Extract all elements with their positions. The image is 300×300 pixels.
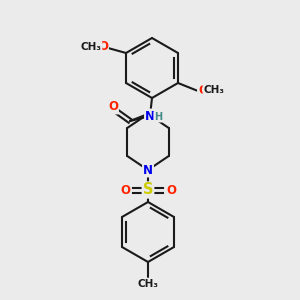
Text: N: N [143, 164, 153, 176]
Text: CH₃: CH₃ [80, 42, 101, 52]
Text: O: O [198, 83, 208, 97]
Text: O: O [98, 40, 108, 53]
Text: S: S [143, 182, 153, 197]
Text: O: O [108, 100, 118, 113]
Text: CH₃: CH₃ [203, 85, 224, 95]
Text: O: O [166, 184, 176, 196]
Text: CH₃: CH₃ [137, 279, 158, 289]
Text: H: H [154, 112, 162, 122]
Text: O: O [120, 184, 130, 196]
Text: N: N [145, 110, 155, 122]
